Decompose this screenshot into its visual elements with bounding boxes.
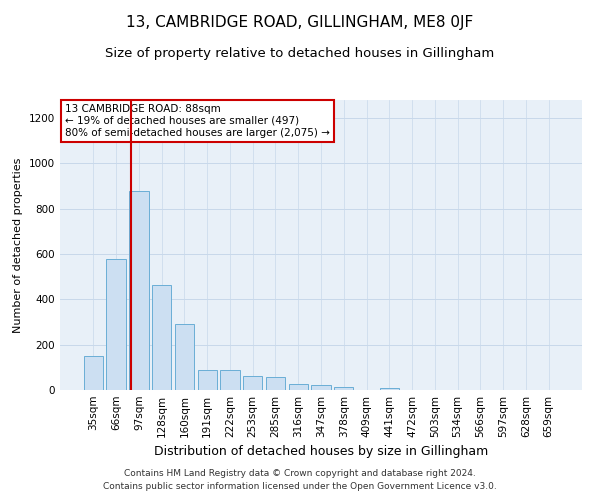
Y-axis label: Number of detached properties: Number of detached properties: [13, 158, 23, 332]
Bar: [129, 190, 149, 390]
Bar: [334, 386, 353, 390]
Bar: [289, 384, 308, 390]
Bar: [152, 284, 172, 390]
Bar: [220, 370, 239, 390]
Bar: [243, 376, 262, 390]
Bar: [380, 388, 399, 390]
Bar: [311, 386, 331, 390]
Text: Contains public sector information licensed under the Open Government Licence v3: Contains public sector information licen…: [103, 482, 497, 491]
Bar: [84, 356, 103, 390]
Text: 13 CAMBRIDGE ROAD: 88sqm
← 19% of detached houses are smaller (497)
80% of semi-: 13 CAMBRIDGE ROAD: 88sqm ← 19% of detach…: [65, 104, 330, 138]
Bar: [197, 370, 217, 390]
Text: Contains HM Land Registry data © Crown copyright and database right 2024.: Contains HM Land Registry data © Crown c…: [124, 468, 476, 477]
Bar: [266, 377, 285, 390]
Text: Size of property relative to detached houses in Gillingham: Size of property relative to detached ho…: [106, 48, 494, 60]
X-axis label: Distribution of detached houses by size in Gillingham: Distribution of detached houses by size …: [154, 446, 488, 458]
Bar: [106, 258, 126, 390]
Text: 13, CAMBRIDGE ROAD, GILLINGHAM, ME8 0JF: 13, CAMBRIDGE ROAD, GILLINGHAM, ME8 0JF: [127, 15, 473, 30]
Bar: [175, 324, 194, 390]
